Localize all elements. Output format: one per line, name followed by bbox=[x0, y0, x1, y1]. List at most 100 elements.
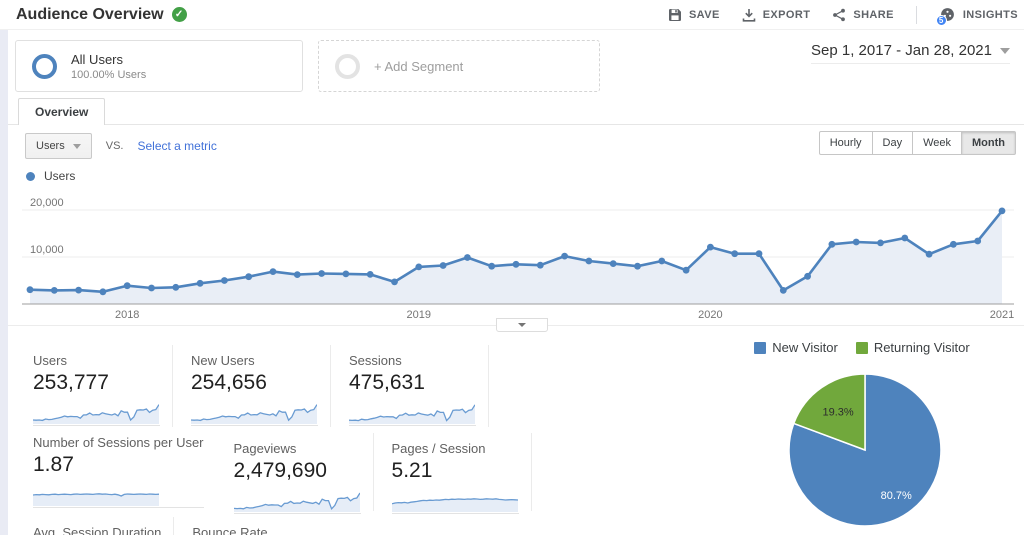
granularity-month-button[interactable]: Month bbox=[961, 131, 1016, 155]
pie-slice-label: 80.7% bbox=[881, 490, 912, 502]
visitor-type-pie-chart[interactable]: 80.7% 19.3% bbox=[770, 355, 960, 535]
header-bar: Audience Overview ✓ SAVE EXPORT SHARE 5 bbox=[0, 0, 1024, 30]
header-toolbar: SAVE EXPORT SHARE 5 INSIGHTS bbox=[668, 5, 1018, 26]
share-icon bbox=[832, 8, 846, 22]
date-range-selector[interactable]: Sep 1, 2017 - Jan 28, 2021 bbox=[811, 42, 1010, 64]
legend-swatch-icon bbox=[855, 341, 868, 354]
pie-legend: New Visitor Returning Visitor bbox=[700, 340, 1024, 355]
metric-card-inner: Pages / Session 5.21 bbox=[391, 441, 519, 514]
granularity-week-button[interactable]: Week bbox=[912, 131, 963, 155]
users-line-chart[interactable]: 10,000 20,000 2018 2019 2020 2021 bbox=[18, 186, 1018, 331]
metric-card-inner: New Users 254,656 bbox=[191, 353, 318, 426]
insights-button[interactable]: 5 INSIGHTS bbox=[935, 6, 1018, 26]
metric-card-new-users[interactable]: New Users 254,656 bbox=[173, 345, 331, 427]
save-button[interactable]: SAVE bbox=[668, 8, 720, 22]
metric-label: Bounce Rate bbox=[192, 525, 268, 535]
insights-label: INSIGHTS bbox=[962, 8, 1018, 21]
metric-sparkline bbox=[33, 404, 159, 424]
metric-sparkline bbox=[349, 404, 475, 424]
add-segment-ring-icon bbox=[335, 53, 360, 79]
metric-label: Avg. Session Duration bbox=[33, 525, 162, 535]
legend-swatch-icon bbox=[754, 341, 767, 354]
metric-card-inner: Users 253,777 bbox=[33, 353, 160, 426]
metric-label: Pageviews bbox=[233, 441, 297, 456]
metric-card-users[interactable]: Users 253,777 bbox=[15, 345, 173, 427]
export-label: EXPORT bbox=[762, 8, 811, 21]
insights-count-badge: 5 bbox=[935, 15, 947, 26]
x-axis-tick-label: 2021 bbox=[990, 309, 1014, 321]
x-axis-tick-label: 2020 bbox=[698, 309, 722, 321]
metric-dropdown-value: Users bbox=[36, 140, 65, 152]
verified-badge-icon: ✓ bbox=[171, 7, 187, 22]
x-axis-tick-label: 2019 bbox=[407, 309, 431, 321]
metric-value: 254,656 bbox=[191, 371, 267, 394]
metric-card-inner: Number of Sessions per User 1.87 bbox=[33, 435, 204, 508]
granularity-hourly-button[interactable]: Hourly bbox=[818, 131, 873, 155]
page-title: Audience Overview ✓ bbox=[16, 6, 187, 24]
metric-sparkline bbox=[191, 404, 317, 424]
metric-card-sessions[interactable]: Sessions 475,631 bbox=[331, 345, 489, 427]
share-label: SHARE bbox=[853, 8, 894, 21]
y-axis-tick-label: 10,000 bbox=[30, 244, 64, 256]
metric-value: 1.87 bbox=[33, 453, 74, 476]
metric-dropdown[interactable]: Users bbox=[25, 133, 92, 159]
insights-icon: 5 bbox=[935, 6, 956, 26]
metric-sparkline bbox=[233, 492, 360, 512]
pie-slice-label: 19.3% bbox=[822, 406, 853, 418]
x-axis-tick-label: 2018 bbox=[115, 309, 139, 321]
collapse-chart-button[interactable] bbox=[496, 318, 548, 332]
select-metric-link[interactable]: Select a metric bbox=[137, 139, 217, 153]
chevron-down-icon bbox=[72, 143, 81, 149]
metric-card-pageviews[interactable]: Pageviews 2,479,690 bbox=[216, 433, 374, 514]
metric-card-bounce-rate[interactable]: Bounce Rate24.70% bbox=[174, 517, 332, 535]
pie-legend-item-returning-visitor[interactable]: Returning Visitor bbox=[855, 340, 970, 355]
share-button[interactable]: SHARE bbox=[832, 8, 894, 22]
metric-value: 253,777 bbox=[33, 371, 109, 394]
metric-sparkline bbox=[33, 493, 159, 506]
segment-all-users[interactable]: All Users 100.00% Users bbox=[15, 40, 303, 92]
metric-card-number-of-sessions-per-user[interactable]: Number of Sessions per User 1.87 bbox=[15, 427, 216, 509]
granularity-day-button[interactable]: Day bbox=[871, 131, 914, 155]
page-title-text: Audience Overview bbox=[16, 5, 164, 23]
granularity-button-group: Hourly Day Week Month bbox=[818, 131, 1016, 155]
tab-bar-line bbox=[8, 124, 1024, 125]
metric-sparkline bbox=[391, 498, 518, 512]
metric-label: Number of Sessions per User bbox=[33, 435, 204, 450]
date-range-text: Sep 1, 2017 - Jan 28, 2021 bbox=[811, 42, 992, 59]
users-series-dot-icon bbox=[26, 171, 35, 181]
tab-overview[interactable]: Overview bbox=[18, 98, 106, 125]
legend-label: New Visitor bbox=[772, 340, 838, 355]
add-segment-button[interactable]: + Add Segment bbox=[318, 40, 600, 92]
segment-title: All Users bbox=[71, 51, 124, 67]
export-button[interactable]: EXPORT bbox=[742, 8, 811, 22]
metric-value: 475,631 bbox=[349, 371, 425, 394]
pie-legend-item-new-visitor[interactable]: New Visitor bbox=[754, 340, 838, 355]
y-axis-tick-label: 20,000 bbox=[30, 197, 64, 209]
metric-card-inner: Avg. Session Duration00:03:36 bbox=[33, 525, 161, 535]
metric-card-inner: Sessions 475,631 bbox=[349, 353, 476, 426]
metric-label: Pages / Session bbox=[391, 441, 486, 456]
metric-value: 2,479,690 bbox=[233, 459, 327, 482]
chevron-down-icon bbox=[1000, 47, 1010, 54]
metric-card-avg-session-duration[interactable]: Avg. Session Duration00:03:36 bbox=[15, 517, 175, 535]
vs-label: vs. bbox=[105, 140, 124, 152]
add-segment-label: + Add Segment bbox=[374, 58, 464, 74]
metric-card-pages-session[interactable]: Pages / Session 5.21 bbox=[374, 433, 532, 514]
save-icon bbox=[668, 8, 682, 22]
page-left-stripe bbox=[0, 30, 8, 535]
metric-label: Sessions bbox=[349, 353, 402, 368]
segment-ring-icon bbox=[32, 53, 57, 79]
metric-controls: Users vs. Select a metric bbox=[25, 133, 217, 159]
metric-label: Users bbox=[33, 353, 67, 368]
metric-label: New Users bbox=[191, 353, 255, 368]
metric-card-inner: Bounce Rate24.70% bbox=[192, 525, 320, 535]
chevron-down-icon bbox=[518, 323, 526, 327]
metric-value: 5.21 bbox=[391, 459, 433, 482]
users-series-label: Users bbox=[44, 169, 76, 183]
save-label: SAVE bbox=[688, 8, 720, 21]
segment-subtitle: 100.00% Users bbox=[71, 68, 147, 81]
metric-card-inner: Pageviews 2,479,690 bbox=[233, 441, 361, 514]
legend-label: Returning Visitor bbox=[873, 340, 970, 355]
chart-legend: Users bbox=[26, 169, 75, 183]
